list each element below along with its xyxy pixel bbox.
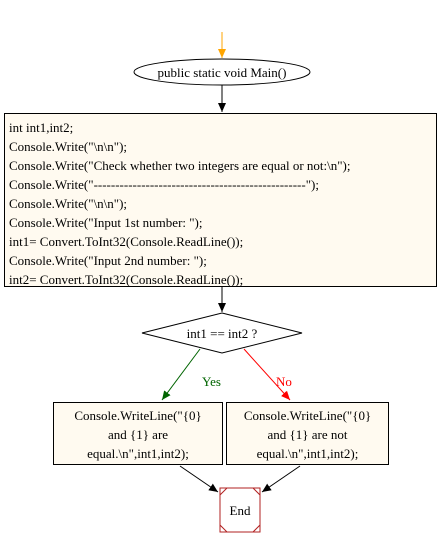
code-line: Console.Write("\n\n");: [9, 139, 128, 154]
start-node: public static void Main(): [133, 58, 311, 86]
yes-output-line: Console.WriteLine("{0}: [74, 408, 202, 423]
code-line: Console.Write("\n\n");: [9, 196, 128, 211]
code-line: int1= Convert.ToInt32(Console.ReadLine()…: [9, 234, 244, 249]
end-label: End: [230, 503, 251, 518]
decision-node: int1 == int2 ?: [141, 312, 303, 354]
code-line: Console.Write("Input 2nd number: ");: [9, 253, 207, 268]
end-node: End: [219, 487, 261, 533]
start-label: public static void Main(): [158, 65, 287, 80]
arrow-yes-branch: [161, 348, 201, 401]
no-output-box: Console.WriteLine("{0} and {1} are not equ…: [226, 402, 389, 465]
arrow-yes-to-end: [179, 465, 219, 493]
decision-label: int1 == int2 ?: [187, 326, 258, 341]
no-label: No: [276, 374, 292, 389]
code-line: Console.Write("Check whether two integer…: [9, 158, 351, 173]
yes-output-line: and {1} are: [107, 427, 169, 442]
no-output-line: and {1} are not: [267, 427, 348, 442]
code-line: int int1,int2;: [9, 120, 74, 135]
code-block: int int1,int2; Console.Write("\n\n"); Cons…: [4, 113, 437, 287]
arrow-no-to-end: [261, 465, 301, 493]
no-output-line: equal.\n",int1,int2);: [256, 446, 359, 461]
no-output-line: Console.WriteLine("{0}: [243, 408, 372, 423]
yes-label: Yes: [202, 374, 221, 389]
yes-output-box: Console.WriteLine("{0} and {1} are equal.\…: [53, 402, 223, 465]
code-line: Console.Write("Input 1st number: ");: [9, 215, 203, 230]
arrow-no-branch: [243, 348, 291, 401]
yes-output-line: equal.\n",int1,int2);: [87, 446, 189, 461]
code-line: int2= Convert.ToInt32(Console.ReadLine()…: [9, 272, 244, 287]
code-line: Console.Write("-------------------------…: [9, 177, 319, 192]
